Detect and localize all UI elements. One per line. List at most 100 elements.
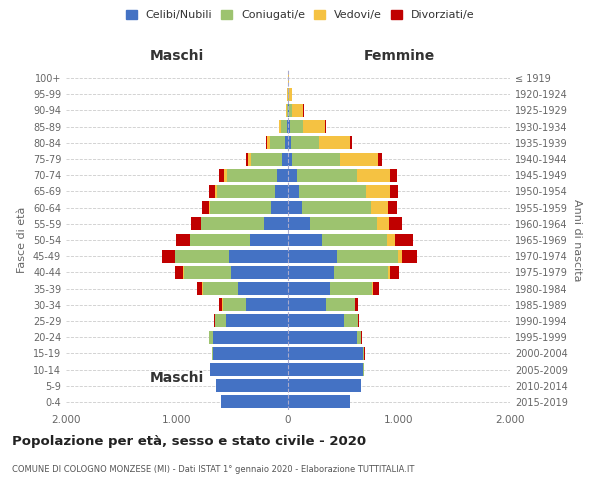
Bar: [325, 120, 326, 133]
Bar: [210, 363, 288, 376]
Bar: [224, 169, 227, 181]
Bar: [288, 282, 330, 295]
Bar: [286, 104, 287, 117]
Bar: [377, 218, 389, 230]
Text: COMUNE DI COLOGNO MONZESE (MI) - Dati ISTAT 1° gennaio 2020 - Elaborazione TUTTI: COMUNE DI COLOGNO MONZESE (MI) - Dati IS…: [12, 465, 415, 474]
Bar: [210, 201, 271, 214]
Bar: [209, 185, 215, 198]
Bar: [378, 152, 382, 166]
Bar: [355, 298, 358, 311]
Bar: [279, 120, 281, 133]
Bar: [322, 234, 387, 246]
Bar: [340, 152, 378, 166]
Bar: [289, 104, 292, 117]
Bar: [266, 136, 267, 149]
Bar: [287, 120, 288, 133]
Bar: [357, 330, 361, 344]
Bar: [288, 218, 310, 230]
Y-axis label: Fasce di età: Fasce di età: [17, 207, 27, 273]
Bar: [288, 136, 292, 149]
Bar: [283, 152, 288, 166]
Bar: [292, 136, 319, 149]
Bar: [214, 314, 215, 328]
Bar: [229, 250, 288, 262]
Bar: [271, 201, 288, 214]
Bar: [290, 120, 303, 133]
Bar: [163, 250, 175, 262]
Bar: [248, 152, 251, 166]
Bar: [288, 266, 334, 279]
Bar: [297, 169, 357, 181]
Bar: [387, 234, 395, 246]
Bar: [303, 120, 325, 133]
Bar: [288, 330, 357, 344]
Bar: [232, 266, 288, 279]
Text: Maschi: Maschi: [150, 48, 204, 62]
Bar: [398, 250, 403, 262]
Bar: [330, 282, 373, 295]
Bar: [176, 234, 190, 246]
Bar: [221, 396, 288, 408]
Bar: [390, 266, 399, 279]
Bar: [390, 185, 398, 198]
Bar: [281, 120, 287, 133]
Bar: [200, 218, 202, 230]
Bar: [319, 136, 350, 149]
Bar: [289, 88, 292, 101]
Bar: [388, 201, 397, 214]
Bar: [334, 266, 388, 279]
Bar: [246, 152, 248, 166]
Bar: [373, 282, 379, 295]
Bar: [251, 152, 283, 166]
Bar: [284, 136, 288, 149]
Bar: [288, 396, 350, 408]
Text: Popolazione per età, sesso e stato civile - 2020: Popolazione per età, sesso e stato civil…: [12, 435, 366, 448]
Bar: [299, 185, 366, 198]
Bar: [209, 330, 212, 344]
Bar: [358, 314, 359, 328]
Bar: [371, 201, 388, 214]
Bar: [288, 185, 299, 198]
Bar: [191, 218, 200, 230]
Bar: [175, 250, 229, 262]
Bar: [277, 169, 288, 181]
Bar: [288, 347, 364, 360]
Bar: [238, 282, 288, 295]
Bar: [357, 169, 390, 181]
Bar: [190, 234, 250, 246]
Bar: [326, 298, 355, 311]
Bar: [288, 88, 289, 101]
Bar: [343, 314, 358, 328]
Bar: [350, 136, 352, 149]
Bar: [292, 104, 303, 117]
Bar: [292, 152, 340, 166]
Bar: [175, 266, 184, 279]
Legend: Celibi/Nubili, Coniugati/e, Vedovi/e, Divorziati/e: Celibi/Nubili, Coniugati/e, Vedovi/e, Di…: [121, 6, 479, 25]
Bar: [219, 298, 223, 311]
Bar: [288, 169, 297, 181]
Bar: [288, 363, 364, 376]
Bar: [219, 169, 224, 181]
Text: Femmine: Femmine: [364, 48, 434, 62]
Bar: [246, 298, 288, 311]
Bar: [395, 234, 413, 246]
Bar: [227, 169, 277, 181]
Bar: [366, 185, 390, 198]
Bar: [216, 379, 288, 392]
Bar: [215, 314, 226, 328]
Bar: [184, 266, 232, 279]
Bar: [288, 298, 326, 311]
Bar: [390, 169, 397, 181]
Bar: [212, 347, 288, 360]
Bar: [288, 250, 337, 262]
Bar: [250, 234, 288, 246]
Bar: [203, 282, 238, 295]
Bar: [388, 266, 390, 279]
Bar: [209, 201, 210, 214]
Bar: [288, 314, 343, 328]
Bar: [288, 379, 361, 392]
Text: Maschi: Maschi: [150, 371, 204, 385]
Bar: [389, 218, 403, 230]
Bar: [215, 185, 217, 198]
Bar: [212, 330, 288, 344]
